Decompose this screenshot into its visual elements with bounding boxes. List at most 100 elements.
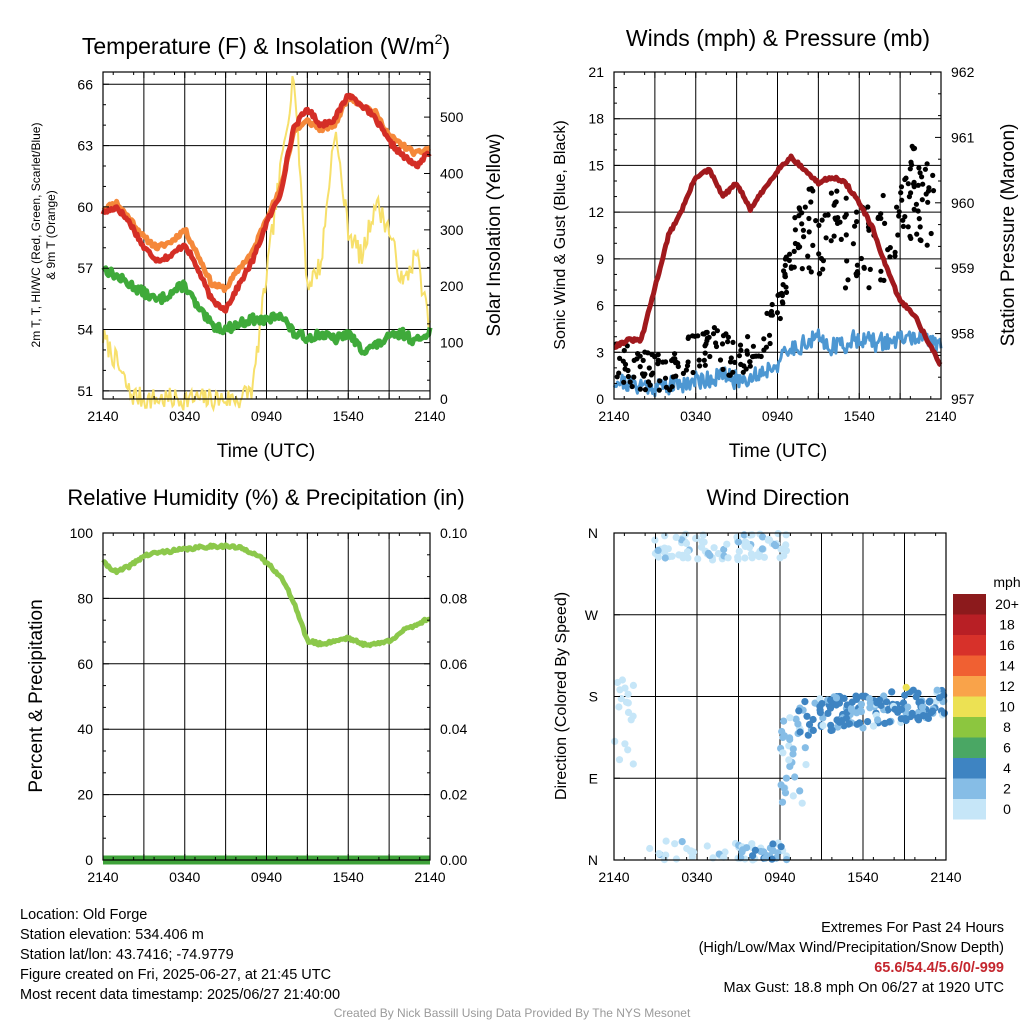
wind-direction-point	[748, 554, 756, 562]
gust-point	[702, 343, 708, 349]
dir-xtick-label: 0340	[681, 869, 712, 885]
gust-point	[675, 363, 681, 370]
gust-point	[766, 332, 773, 338]
solar-insolation-line	[102, 75, 431, 413]
gust-point	[930, 172, 936, 178]
speed-legend-label: 8	[1003, 719, 1011, 735]
wind-direction-point	[780, 717, 788, 725]
wind-direction-point	[688, 853, 696, 861]
wind-direction-point	[848, 698, 856, 706]
gust-point	[683, 367, 690, 373]
dir-ylabel: Direction (Colored By Speed)	[553, 592, 570, 800]
gust-point	[907, 166, 913, 172]
gust-point	[792, 240, 799, 247]
speed-legend-swatch	[953, 655, 986, 676]
speed-legend-swatch	[953, 799, 986, 820]
speed-legend-swatch	[953, 778, 986, 799]
wind-direction-point	[672, 855, 681, 863]
wind-direction-point	[611, 737, 619, 746]
gust-point	[878, 268, 884, 274]
wind-direction-point	[772, 542, 780, 550]
gust-point	[887, 254, 893, 260]
wind-direction-point	[827, 696, 835, 704]
wind-direction-point	[803, 712, 811, 720]
gust-point	[917, 237, 923, 243]
wind-direction-point	[835, 699, 844, 707]
gust-point	[810, 242, 816, 248]
rh-xtick-label: 0940	[251, 869, 282, 885]
gust-point	[882, 220, 888, 226]
speed-legend: 20+ 18 16 14 12 10 8 6 4 2 0	[953, 594, 1019, 820]
gust-point	[720, 366, 726, 372]
gust-point	[817, 270, 823, 277]
gust-point	[640, 357, 646, 363]
gust-point	[905, 224, 911, 230]
gust-point	[854, 219, 860, 225]
gust-point	[911, 206, 917, 212]
dir-series	[611, 530, 948, 864]
wind-xtick-label: 0940	[762, 408, 793, 424]
wind-direction-point	[885, 718, 894, 726]
gust-point	[808, 269, 814, 275]
rh-ytick-label-left: 100	[70, 525, 94, 541]
gust-point	[719, 341, 726, 347]
gust-point	[887, 245, 893, 251]
gust-point	[774, 310, 781, 316]
dir-title: Wind Direction	[706, 485, 849, 510]
gust-point	[917, 224, 923, 230]
wind-direction-point	[847, 706, 856, 714]
wind-direction-point	[613, 678, 622, 687]
max-gust: Max Gust: 18.8 mph On 06/27 at 1920 UTC	[723, 980, 1004, 996]
temp-ytick-label-right: 200	[440, 278, 464, 294]
wind-direction-point	[882, 698, 891, 706]
wind-direction-point	[694, 555, 702, 563]
gust-point	[905, 181, 911, 187]
gust-point	[922, 166, 929, 172]
wind-title: Winds (mph) & Pressure (mb)	[626, 25, 930, 51]
wind-direction-point	[743, 539, 751, 547]
wind-ytick-label-right: 960	[951, 195, 975, 211]
wind-direction-point	[840, 694, 848, 703]
wind-direction-point	[664, 545, 672, 553]
station-elevation: Station elevation: 534.406 m	[20, 927, 204, 943]
gust-point	[710, 331, 717, 337]
dir-grid	[614, 533, 946, 860]
wind-ytick-label-right: 962	[951, 64, 975, 80]
gust-point	[866, 285, 872, 291]
temp-ytick-label-right: 100	[440, 335, 464, 351]
gust-point	[899, 197, 905, 203]
wind-direction-point	[874, 716, 882, 724]
gust-point	[806, 265, 812, 271]
winds-panel: Winds (mph) & Pressure (mb) Time (UTC) S…	[552, 25, 1019, 462]
wind-direction-point	[801, 698, 809, 706]
temp-ytick-label-left: 66	[77, 76, 93, 92]
wind-direction-point	[902, 716, 910, 725]
station-pressure-line	[612, 153, 943, 368]
wind-direction-point	[671, 840, 679, 848]
speed-legend-title: mph	[993, 574, 1020, 590]
relative-humidity-line	[101, 542, 432, 649]
rh-ytick-label-left: 60	[77, 656, 93, 672]
gust-point	[925, 199, 931, 205]
wind-direction-point	[748, 840, 756, 848]
gust-point	[781, 268, 787, 274]
wind-direction-point	[796, 728, 804, 736]
wind-direction-point	[624, 690, 632, 698]
gust-point	[850, 241, 857, 247]
gust-point	[920, 181, 926, 187]
gust-point	[714, 328, 721, 334]
gust-point	[892, 249, 898, 255]
gust-point	[875, 214, 882, 220]
gust-point	[736, 353, 743, 359]
gust-point	[831, 202, 837, 208]
gust-point	[828, 190, 835, 196]
wind-ytick-label-left: 0	[596, 391, 604, 407]
gust-point	[656, 387, 662, 393]
gust-point	[702, 350, 708, 356]
gust-point	[834, 220, 841, 226]
wind-direction-point	[678, 838, 686, 846]
gust-point	[843, 212, 849, 218]
speed-legend-label: 16	[999, 637, 1015, 653]
wind-direction-point	[749, 852, 757, 860]
